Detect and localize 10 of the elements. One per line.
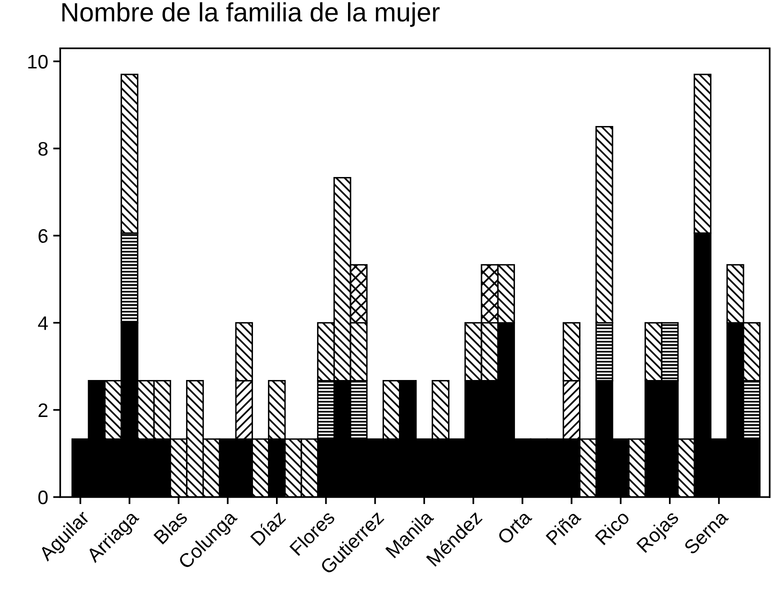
x-tick-label: Rico <box>594 509 630 546</box>
y-tick-label: 8 <box>38 142 48 156</box>
y-tick-label: 2 <box>38 403 48 417</box>
x-tick-label: Piña <box>545 508 582 546</box>
y-tick-label: 4 <box>38 316 48 330</box>
y-tick-label: 10 <box>28 54 48 69</box>
y-tick-label: 6 <box>38 229 48 243</box>
x-tick-label: Orta <box>496 509 533 546</box>
chart-title: Nombre de la familia de la mujer <box>62 2 440 27</box>
y-tick-label: 0 <box>38 490 48 504</box>
